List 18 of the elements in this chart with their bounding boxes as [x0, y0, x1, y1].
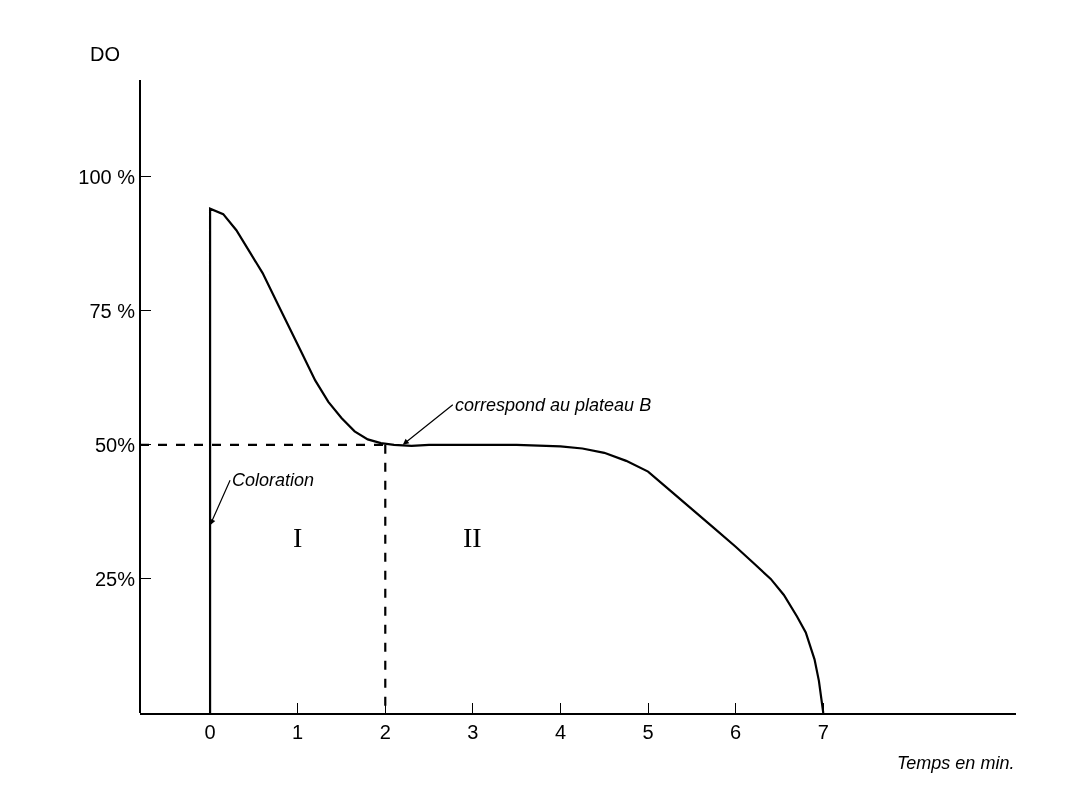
x-tick-label: 4: [554, 721, 567, 743]
x-tick-label: 1: [292, 721, 304, 743]
annotation: I: [293, 522, 303, 553]
x-tick-label: 0: [204, 721, 216, 743]
annotation: Coloration: [232, 470, 315, 490]
x-tick-label: 5: [642, 721, 654, 743]
y-tick-label: 75 %: [89, 299, 136, 322]
x-tick-label: 7: [817, 721, 829, 743]
y-tick-label: 25%: [94, 567, 136, 590]
annotation: correspond au plateau B: [455, 395, 652, 415]
x-tick-label: 3: [467, 721, 479, 743]
y-tick-label: 50%: [94, 433, 136, 456]
x-axis-title: Temps en min.: [897, 753, 1015, 773]
x-tick-label: 6: [730, 721, 742, 743]
x-tick-label: 2: [379, 721, 391, 743]
annotation: II: [463, 522, 482, 553]
y-tick-label: 100 %: [78, 165, 136, 188]
y-axis-title: DO: [90, 43, 120, 65]
